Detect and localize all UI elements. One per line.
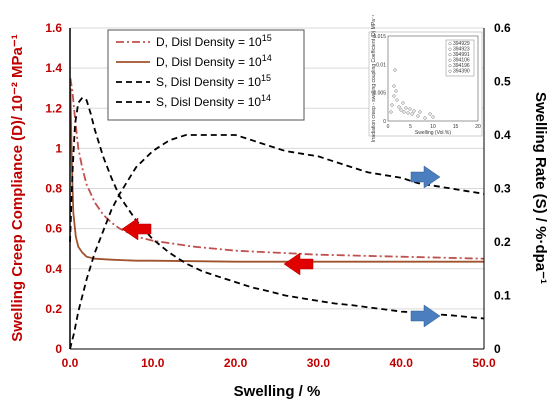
y-left-tick-label: 1.6 <box>45 21 62 35</box>
x-tick-label: 10.0 <box>141 356 165 370</box>
legend-label-0: D, Disl Density = 1015 <box>156 33 272 49</box>
inset-data-marker <box>389 110 393 114</box>
legend-exponent: 15 <box>262 33 272 43</box>
y-left-tick-label: 1.4 <box>45 61 62 75</box>
inset-data-marker <box>390 103 394 107</box>
series-line-2 <box>69 134 485 350</box>
inset-data-marker <box>410 112 414 116</box>
inset-legend-label: 394991 <box>453 52 470 58</box>
inset-data-marker <box>406 111 410 115</box>
y-right-tick-label: 0 <box>494 342 501 356</box>
inset-data-marker <box>404 106 408 110</box>
legend-exponent: 14 <box>262 53 272 63</box>
y-left-tick-label: 0 <box>55 342 62 356</box>
legend-label-2: S, Disl Density = 1015 <box>156 73 271 89</box>
x-tick-label: 0.0 <box>62 356 79 370</box>
inset-x-tick: 5 <box>409 124 412 130</box>
inset-legend-label: 394929 <box>453 41 470 47</box>
inset-plot-area <box>387 35 479 122</box>
inset-legend-label: 394106 <box>453 58 470 64</box>
inset-legend-marker <box>448 64 452 68</box>
inset-data-marker <box>394 89 398 93</box>
inset-legend-marker <box>448 58 452 62</box>
y-left-tick-label: 0.8 <box>45 182 62 196</box>
inset-legend-marker <box>448 47 452 51</box>
arrow-left-top <box>121 217 152 241</box>
inset-data-marker <box>399 108 403 112</box>
inset-data-marker <box>418 110 422 114</box>
inset-y-tick: 0.005 <box>373 91 386 97</box>
y-right-tick-label: 0.2 <box>494 235 511 249</box>
inset-data-marker <box>397 105 401 109</box>
inset-data-marker <box>423 116 427 120</box>
y-left-tick-label: 0.4 <box>45 262 62 276</box>
series-line-0 <box>69 78 485 260</box>
y-axis-right-title: Swelling Rate (S) / %·dpa⁻¹ <box>532 92 549 284</box>
legend-exponent: 15 <box>261 73 271 83</box>
inset-data-marker <box>428 112 432 116</box>
inset-legend-marker <box>448 53 452 57</box>
arrow-right-bottom <box>410 304 441 328</box>
inset-x-tick: 20 <box>475 124 481 130</box>
inset-x-tick: 15 <box>453 124 459 130</box>
inset-y-tick: 0 <box>383 119 386 125</box>
x-tick-label: 20.0 <box>224 356 248 370</box>
y-right-tick-label: 0.3 <box>494 182 511 196</box>
inset-data-marker <box>412 109 416 113</box>
inset-data-marker <box>408 107 412 111</box>
inset-x-title: Swelling (Vol.%) <box>415 130 451 136</box>
inset-data-marker <box>431 115 435 119</box>
inset-data-marker <box>401 101 405 105</box>
series-line-3 <box>69 96 485 320</box>
x-tick-label: 50.0 <box>472 356 496 370</box>
y-left-tick-label: 0.6 <box>45 222 62 236</box>
y-left-tick-label: 0.2 <box>45 302 62 316</box>
legend-label-1: D, Disl Density = 1014 <box>156 53 272 69</box>
inset-data-marker <box>402 110 406 114</box>
inset-y-tick: 0.01 <box>376 62 386 68</box>
legend-box <box>107 29 305 121</box>
y-right-tick-label: 0.1 <box>494 289 511 303</box>
inset-content: 0.015 0.01 0.005 00 5 10 15 20 Swelling (Vol.%) I… <box>371 14 481 142</box>
inset-x-tick: 0 <box>387 124 390 130</box>
inset-legend-label: 394390 <box>453 69 470 75</box>
inset-legend-label: 394196 <box>453 63 470 69</box>
arrow-left-bottom <box>283 252 314 276</box>
tick-labels: 0 0.2 0.4 0.6 0.8 1 1.2 1.4 1.6 0 0.1 0.2 0.3 0.4 0.5 0… <box>45 21 511 370</box>
inset-chart: 0.015 0.01 0.005 00 5 10 15 20 Swelling (Vol.%) I… <box>368 14 483 142</box>
legend-exponent: 14 <box>261 93 271 103</box>
inset-y-tick: 0.015 <box>373 34 386 40</box>
inset-legend-marker <box>448 42 452 46</box>
legend-label-3: S, Disl Density = 1014 <box>156 93 271 109</box>
x-tick-label: 40.0 <box>390 356 414 370</box>
y-left-tick-label: 1.2 <box>45 101 62 115</box>
inset-data-marker <box>416 114 420 118</box>
inset-data-marker <box>392 84 396 88</box>
inset-legend-label: 394923 <box>453 47 470 53</box>
inset-legend-marker <box>448 69 452 73</box>
y-axis-left-title: Swelling Creep Compliance (D)/ 10⁻² MPa⁻… <box>9 34 26 342</box>
arrow-right-top <box>410 165 441 189</box>
legend: D, Disl Density = 1015 D, Disl Density = … <box>107 29 305 121</box>
x-tick-label: 30.0 <box>307 356 331 370</box>
inset-data-marker <box>392 94 396 98</box>
inset-data-marker <box>395 98 399 102</box>
inset-y-title: Irradiation creep - swelling coupling Co… <box>371 14 377 142</box>
legend-items: D, Disl Density = 1015 D, Disl Density = … <box>116 33 272 109</box>
y-right-tick-label: 0.6 <box>494 21 511 35</box>
y-left-tick-label: 1 <box>55 141 62 155</box>
inset-data-marker <box>393 68 397 72</box>
y-right-tick-label: 0.5 <box>494 75 511 89</box>
y-right-tick-label: 0.4 <box>494 128 511 142</box>
inset-x-tick: 10 <box>430 124 436 130</box>
x-axis-title: Swelling / % <box>234 383 321 400</box>
